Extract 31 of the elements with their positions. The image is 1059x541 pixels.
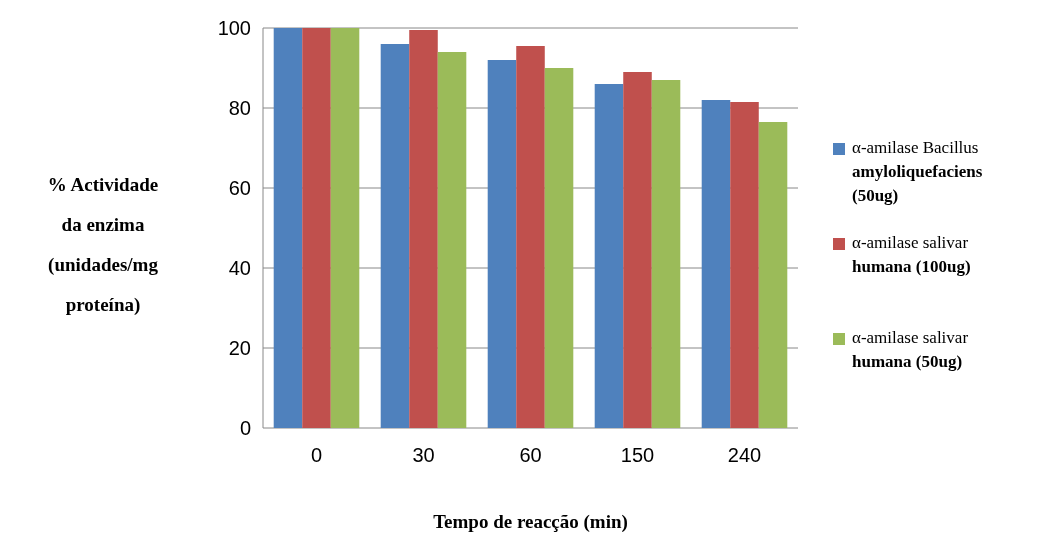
legend-label: α-amilase salivar humana (100ug) [852, 233, 971, 276]
y-tick-label: 80 [228, 97, 251, 119]
bar [380, 44, 410, 428]
x-axis-title: Tempo de reacção (min) [433, 511, 628, 533]
x-tick-label: 30 [412, 444, 435, 466]
y-tick-label: 40 [228, 257, 251, 279]
bar [544, 68, 574, 428]
bar [487, 60, 517, 428]
bar [623, 72, 652, 428]
bar [701, 100, 731, 428]
y-axis-title: % Actividade da enzima (unidades/mg proteína) [47, 174, 159, 316]
x-tick-label: 0 [310, 444, 323, 466]
bar [409, 30, 438, 428]
x-tick-label: 240 [727, 444, 762, 466]
bar [651, 80, 681, 428]
legend-label: α-amilase Bacillus amyloliquefaciens (50ug) [852, 138, 983, 205]
y-tick-label: 0 [239, 417, 251, 439]
y-tick-label: 100 [217, 17, 251, 39]
bar [437, 52, 467, 428]
bar [594, 84, 624, 428]
x-tick-label: 60 [519, 444, 542, 466]
bar [730, 102, 759, 428]
bar [330, 28, 360, 428]
x-tick-label: 150 [620, 444, 655, 466]
bar [758, 122, 788, 428]
bar [302, 28, 331, 428]
bar [273, 28, 303, 428]
bar [516, 46, 545, 428]
y-tick-label: 20 [228, 337, 251, 359]
legend-label: α-amilase salivar humana (50ug) [852, 328, 969, 371]
y-tick-label: 60 [228, 177, 251, 199]
